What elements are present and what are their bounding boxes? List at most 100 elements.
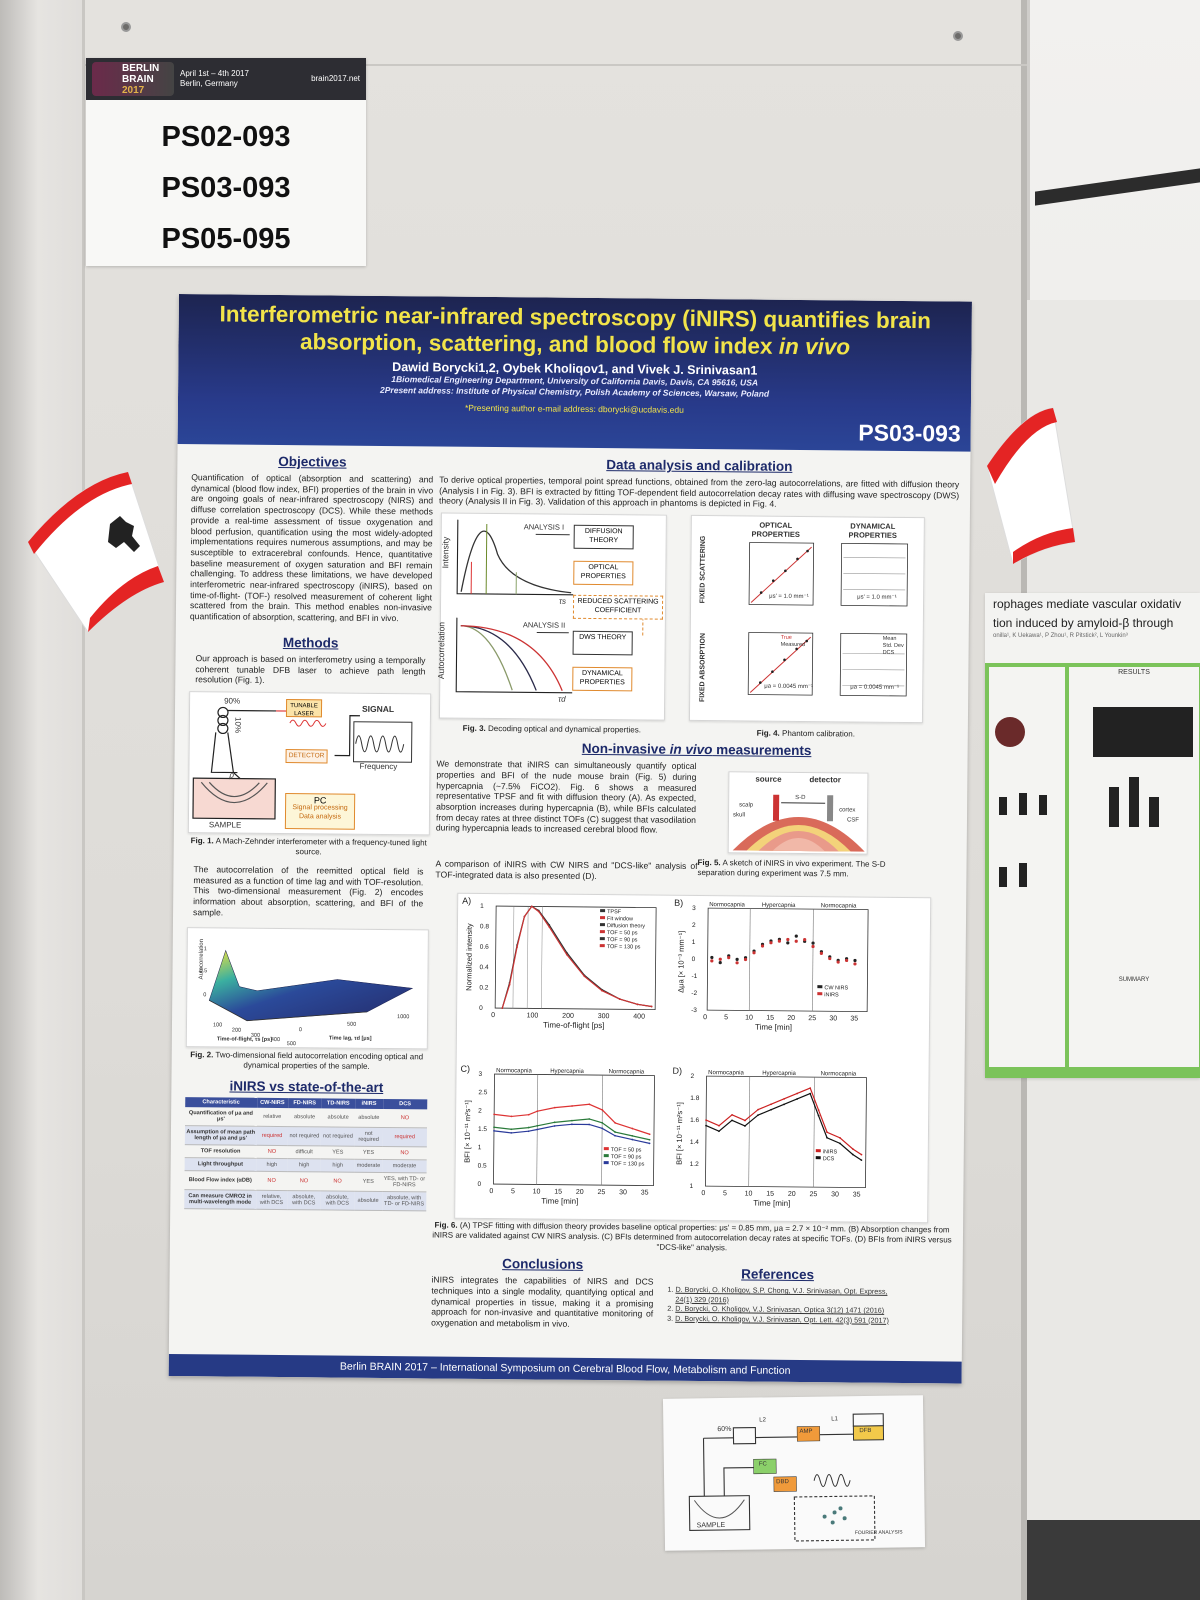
- phase-boundary: [601, 1075, 603, 1186]
- data-point: [760, 944, 765, 948]
- x-tick-label: 5: [511, 1188, 515, 1195]
- data-point: [718, 961, 722, 965]
- table-row: Can measure CMRO2 in multi-wavelength mo…: [184, 1190, 427, 1212]
- y-tick-label: 1.5: [478, 1126, 487, 1133]
- phase-label: Normocapnia: [496, 1068, 532, 1074]
- figure-6-results: A) 0 100 200 300 400 0 0.2 0.4 0.6 0.8 1 Time-of-fli…: [454, 892, 932, 1224]
- y-tick-label: 0.2: [479, 985, 488, 992]
- data-point: [636, 1003, 639, 1006]
- y-tick-label: 1: [689, 1183, 693, 1190]
- y-tick-label: 1: [478, 1144, 482, 1151]
- data-point: [731, 1119, 733, 1122]
- data-point: [757, 1114, 759, 1117]
- neighbor-bar: [1039, 795, 1047, 815]
- conference-banner: BERLIN BRAIN 2017 April 1st – 4th 2017 B…: [86, 58, 366, 100]
- objectives-title: Objectives: [278, 453, 347, 470]
- setup-diagram: [688, 1413, 885, 1542]
- data-point: [770, 1103, 773, 1106]
- poster-id-label: BERLIN BRAIN 2017 April 1st – 4th 2017 B…: [86, 58, 366, 266]
- setup-pct: 60%: [717, 1425, 732, 1434]
- neighbor-bar: [1129, 777, 1139, 827]
- chart-panel-label: A): [462, 896, 471, 906]
- tau-d-label: τd: [558, 694, 566, 704]
- data-point: [811, 941, 815, 945]
- data-point: [718, 957, 722, 961]
- table-row: Quantification of μa and μs' relative abso…: [185, 1107, 428, 1129]
- data-point: [777, 939, 781, 943]
- data-point: [601, 1121, 604, 1124]
- x-tick-label: 5: [724, 1014, 728, 1021]
- table-cell: Assumption of mean path length of μa and…: [184, 1126, 257, 1146]
- x-tick-label: 25: [809, 1191, 817, 1198]
- fig4-col-optical: OPTICAL PROPERTIES: [751, 520, 800, 540]
- table-row: Assumption of mean path length of μa and…: [184, 1126, 428, 1148]
- y-tick-label: 1.2: [690, 1161, 699, 1168]
- y-tick-label: 2.5: [478, 1089, 487, 1096]
- author-email: *Presenting author e-mail address: dbory…: [464, 402, 684, 415]
- data-point: [796, 1098, 799, 1100]
- fig2-ytick: 0: [298, 1027, 303, 1034]
- data-analysis-text: To derive optical properties, temporal p…: [438, 474, 960, 510]
- data-point: [588, 1103, 591, 1106]
- x-tick-label: 15: [766, 1191, 774, 1198]
- neighbor-bar: [1109, 787, 1119, 827]
- x-tick-label: 400: [633, 1014, 645, 1021]
- comparison-table-body: Quantification of μa and μs' relative abso…: [184, 1107, 428, 1212]
- table-cell: relative: [256, 1108, 288, 1128]
- legend-dcs: DCS: [882, 649, 895, 656]
- phase-label: Hypercapnia: [762, 903, 796, 909]
- table-cell: absolute: [321, 1108, 356, 1128]
- signal-label: SIGNAL: [361, 703, 395, 715]
- fig2-ztick: 0.5: [199, 968, 208, 975]
- legend-label: TOF = 50 ps: [611, 1147, 642, 1153]
- reference-item[interactable]: D. Borycki, O. Kholiqov, S.P. Chong, V.J…: [675, 1285, 891, 1306]
- fig5-scalp: scalp: [739, 802, 754, 809]
- table-cell: high: [256, 1158, 288, 1173]
- table-cell: absolute, with DCS: [320, 1191, 355, 1211]
- references-title: References: [741, 1266, 815, 1283]
- legend-label: TPSF: [607, 909, 622, 915]
- data-point: [796, 1092, 799, 1095]
- fig5-cortex: cortex: [839, 807, 856, 814]
- poster-code: PS03-093: [161, 172, 291, 204]
- poster-code: PS05-095: [161, 223, 291, 255]
- table-cell: not required: [354, 1127, 383, 1147]
- comparison-table: Characteristic CW-NIRS FD-NIRS TD-NIRS iNIRS…: [184, 1097, 428, 1212]
- table-cell: NO: [320, 1172, 355, 1192]
- data-point: [571, 1119, 573, 1122]
- phase-label: Hypercapnia: [550, 1069, 584, 1075]
- rho-label: ρ: [229, 770, 235, 780]
- chart-panel-label: C): [461, 1064, 471, 1074]
- reference-link[interactable]: D. Borycki, O. Kholiqov, V.J. Srinivasan…: [675, 1313, 889, 1325]
- neighbor-title-2: tion induced by amyloid-β through: [993, 616, 1174, 630]
- data-point: [836, 960, 840, 964]
- figure-1-caption: Fig. 1. A Mach-Zehnder interferometer wi…: [188, 836, 430, 858]
- fig5-label: Fig. 5.: [697, 858, 721, 868]
- table-cell: Quantification of μa and μs': [185, 1107, 257, 1127]
- conference-date: April 1st – 4th 2017 Berlin, Germany: [180, 69, 250, 89]
- y-tick-label: -2: [691, 990, 697, 997]
- setup-label: DFB: [859, 1427, 872, 1435]
- reference-link[interactable]: D. Borycki, O. Kholiqov, S.P. Chong, V.J…: [675, 1284, 888, 1304]
- table-cell: NO: [256, 1145, 288, 1160]
- data-point: [718, 1124, 720, 1127]
- x-tick-label: 0: [701, 1190, 705, 1197]
- y-axis-label: BFI [× 10⁻¹¹ m²s⁻¹]: [675, 1102, 685, 1165]
- phase-label: Normocapnia: [609, 1069, 645, 1075]
- data-point: [786, 937, 790, 942]
- table-cell: absolute: [287, 1108, 322, 1128]
- conclusions-section: Conclusions iNIRS integrates the capabil…: [431, 1253, 654, 1331]
- reference-item[interactable]: D. Borycki, O. Kholiqov, V.J. Srinivasan…: [675, 1313, 891, 1325]
- y-tick-label: 1: [480, 903, 484, 910]
- fig4-note-top: μs' = 1.0 mm⁻¹: [769, 593, 809, 601]
- invivo-text: We demonstrate that iNIRS can simultaneo…: [435, 758, 697, 835]
- x-axis-label: Time [min]: [753, 1199, 790, 1208]
- invivo-text-2: A comparison of iNIRS with CW NIRS and "…: [435, 858, 698, 881]
- neighbor-title-1: rophages mediate vascular oxidativ: [993, 597, 1182, 611]
- ribbon-right: [986, 407, 1076, 565]
- methods-text: Our approach is based on interferometry …: [195, 653, 426, 686]
- x-tick-label: 300: [598, 1013, 610, 1020]
- poster-header-code: PS03-093: [858, 419, 961, 447]
- neighbor-results-title: RESULTS: [1118, 669, 1150, 676]
- table-cell: YES: [354, 1172, 383, 1192]
